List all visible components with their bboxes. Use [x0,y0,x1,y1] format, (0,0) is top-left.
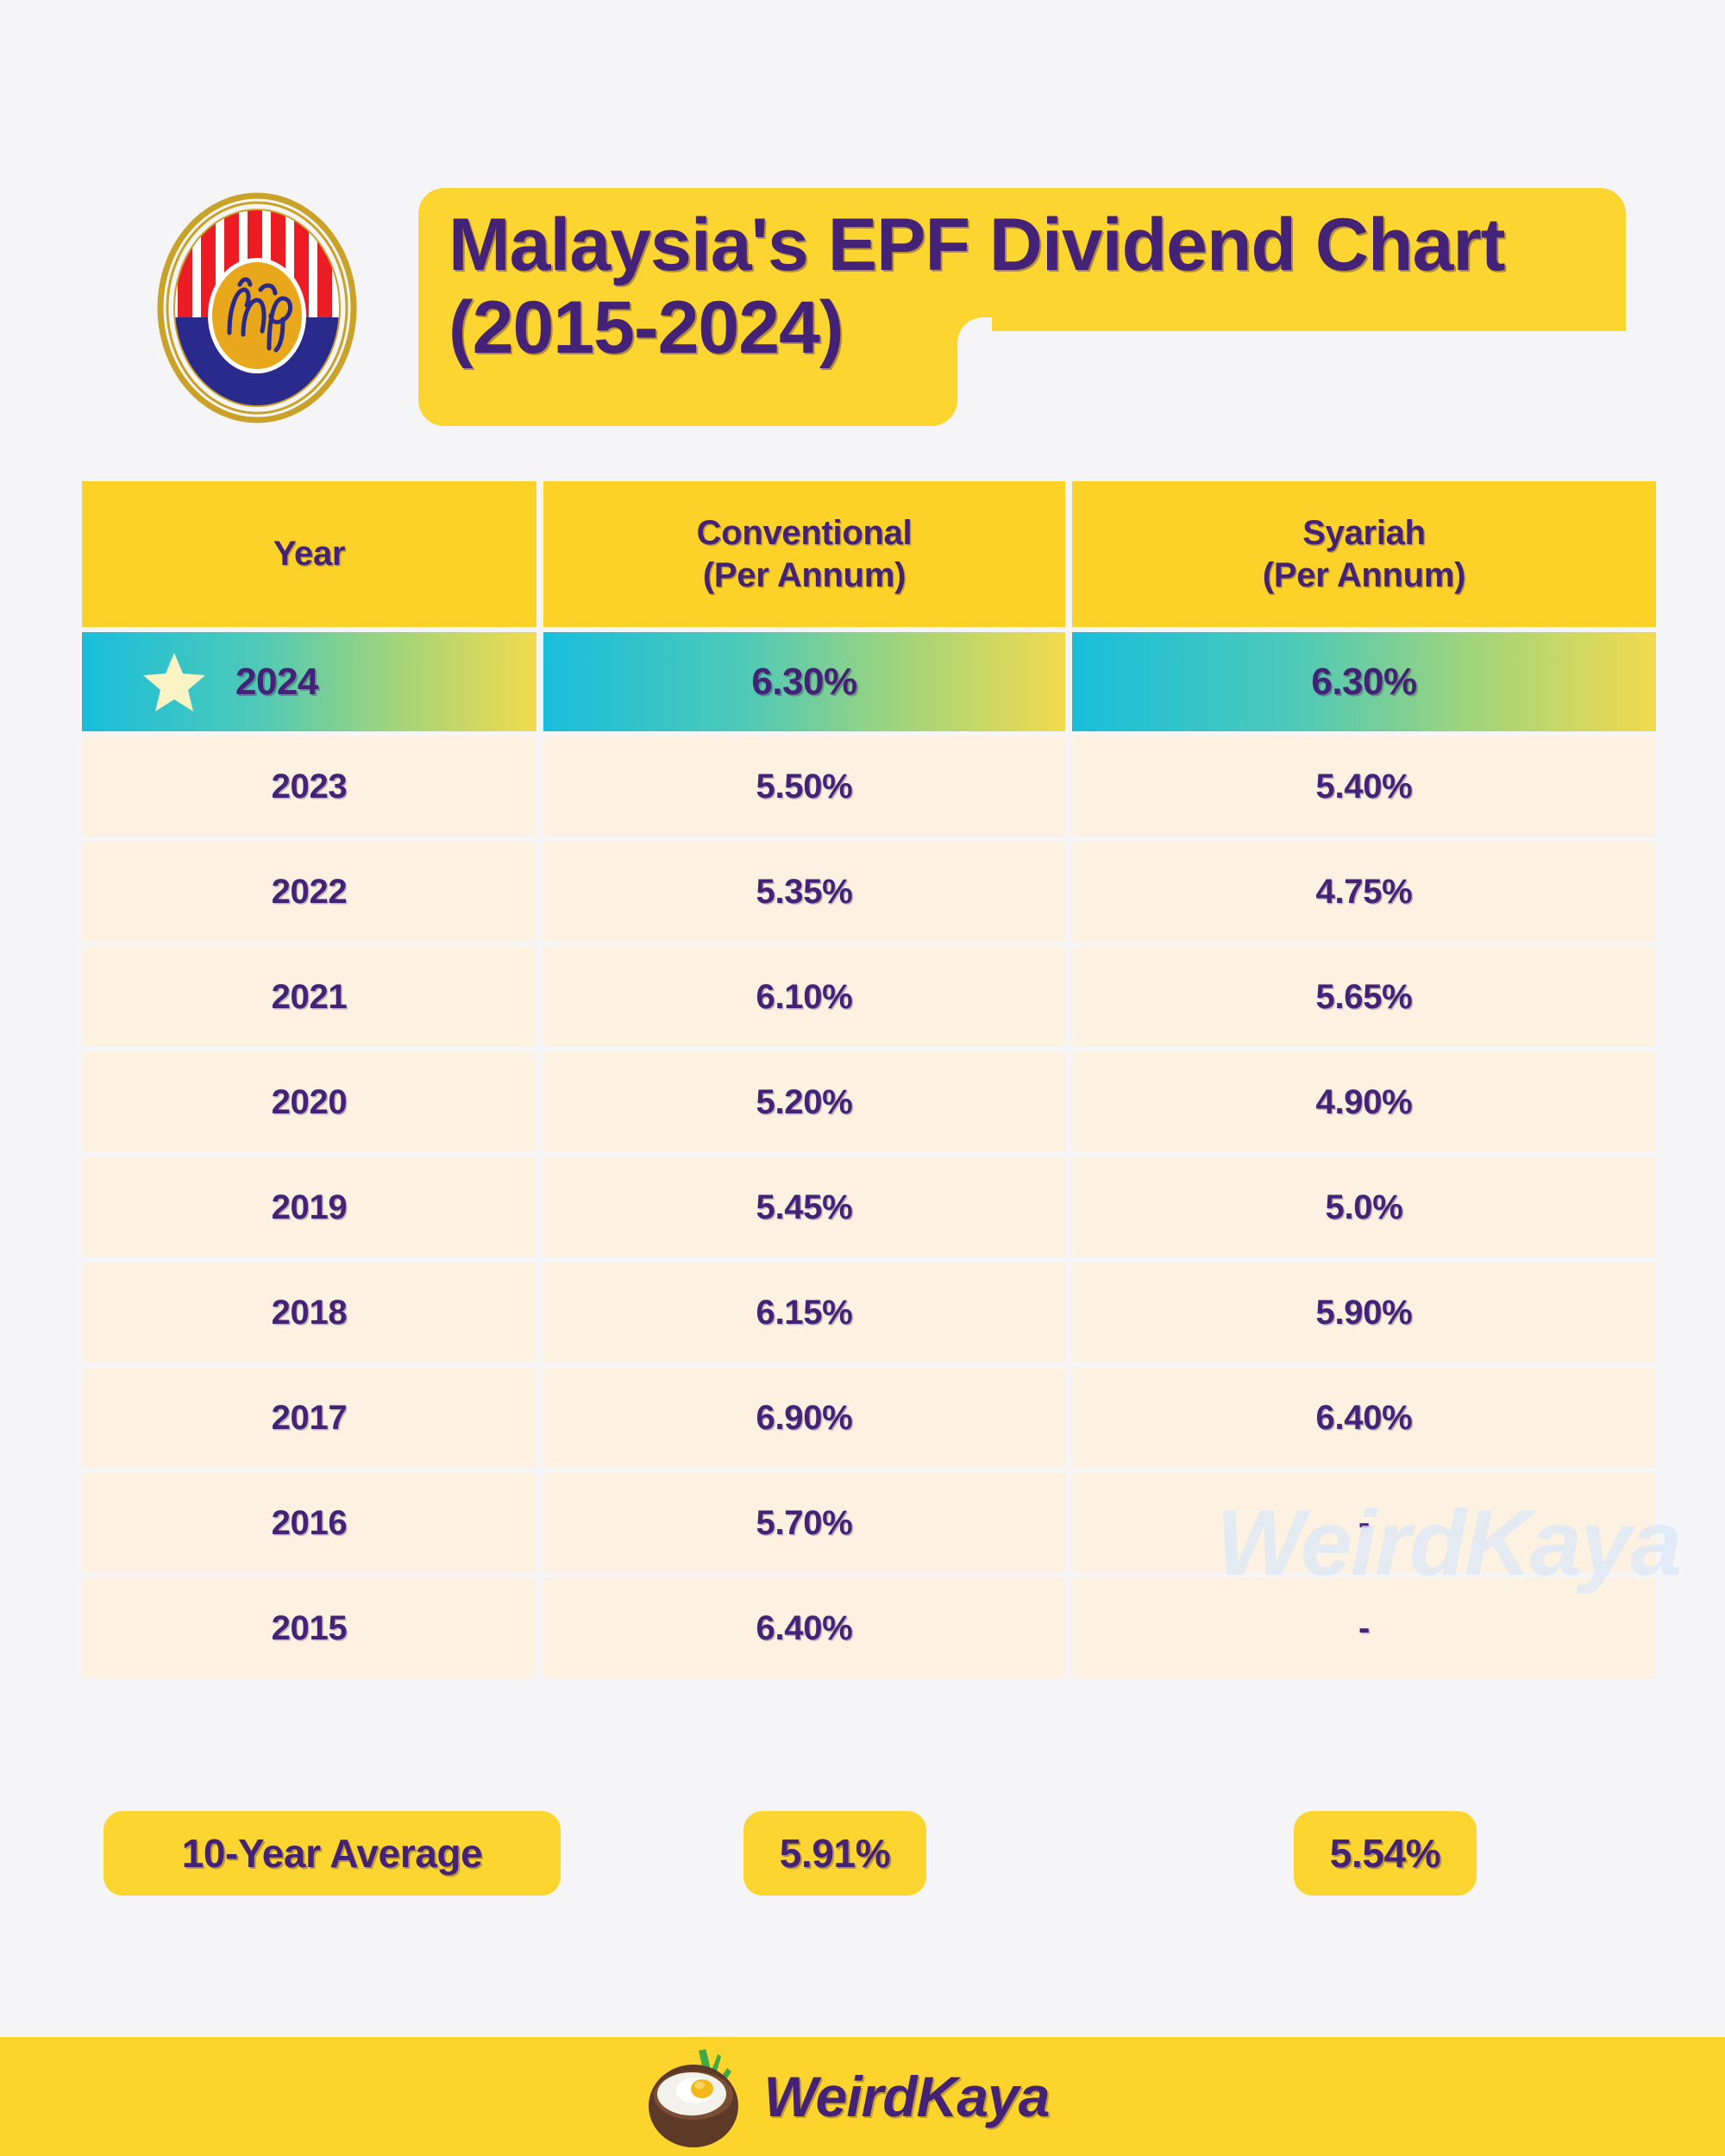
footer-brand-name: WeirdKaya [763,2065,1051,2128]
table-row: 2016 5.70% - [82,1473,1656,1573]
title-highlight-bottom [418,317,957,426]
cell-year: 2015 [82,1578,536,1678]
column-header-syariah: Syariah (Per Annum) [1072,481,1656,627]
cell-year-label: 2024 [235,660,318,703]
averages-row: 10-Year Average 5.91% 5.54% [0,1802,1725,1915]
table-row: 2018 6.15% 5.90% [82,1263,1656,1363]
cell-conventional: 5.35% [543,842,1065,942]
table-row: 2017 6.90% 6.40% [82,1368,1656,1468]
table-row-highlighted: 2024 6.30% 6.30% [82,632,1656,731]
cell-syariah: - [1072,1473,1656,1573]
cell-syariah: 5.0% [1072,1157,1656,1257]
cell-conventional: 5.50% [543,736,1065,837]
star-icon [142,651,206,713]
cell-syariah: 5.65% [1072,947,1656,1047]
cell-conventional: 6.40% [543,1578,1065,1678]
weirdkaya-coconut-logo [642,2042,752,2151]
cell-year: 2021 [82,947,536,1047]
column-header-year: Year [82,481,536,627]
title-highlight-notch [957,317,992,352]
cell-year: 2024 [82,632,536,731]
table-row: 2020 5.20% 4.90% [82,1052,1656,1152]
cell-year: 2019 [82,1157,536,1257]
cell-conventional: 6.30% [543,632,1065,731]
cell-syariah: 6.30% [1072,632,1656,731]
column-header-conventional: Conventional (Per Annum) [543,481,1065,627]
page-title: Malaysia's EPF Dividend Chart (2015-2024… [448,204,1506,370]
cell-year: 2023 [82,736,536,837]
cell-conventional: 5.45% [543,1157,1065,1257]
footer-bar: WeirdKaya [0,2037,1725,2156]
cell-conventional: 6.90% [543,1368,1065,1468]
cell-conventional: 6.10% [543,947,1065,1047]
average-conventional-badge: 5.91% [743,1811,926,1896]
average-syariah-badge: 5.54% [1294,1811,1477,1896]
epf-kwsp-logo [154,188,361,428]
title-highlight-top [418,188,1626,331]
table-row: 2021 6.10% 5.65% [82,947,1656,1047]
cell-conventional: 5.70% [543,1473,1065,1573]
footer-brand: WeirdKaya [642,2042,1050,2151]
cell-year: 2017 [82,1368,536,1468]
cell-conventional: 6.15% [543,1263,1065,1363]
header-area: Malaysia's EPF Dividend Chart (2015-2024… [0,0,1725,448]
table-header-row: Year Conventional (Per Annum) Syariah (P… [82,481,1656,627]
cell-conventional: 5.20% [543,1052,1065,1152]
cell-syariah: 5.40% [1072,736,1656,837]
epf-dividend-table: Year Conventional (Per Annum) Syariah (P… [82,481,1656,1683]
cell-year: 2020 [82,1052,536,1152]
cell-year: 2016 [82,1473,536,1573]
table-row: 2023 5.50% 5.40% [82,736,1656,837]
table-row: 2022 5.35% 4.75% [82,842,1656,942]
table-row: 2015 6.40% - [82,1578,1656,1678]
cell-year: 2018 [82,1263,536,1363]
cell-syariah: 4.75% [1072,842,1656,942]
cell-syariah: 5.90% [1072,1263,1656,1363]
cell-syariah: 4.90% [1072,1052,1656,1152]
table-row: 2019 5.45% 5.0% [82,1157,1656,1257]
cell-syariah: - [1072,1578,1656,1678]
cell-year: 2022 [82,842,536,942]
average-label-badge: 10-Year Average [104,1811,561,1896]
cell-syariah: 6.40% [1072,1368,1656,1468]
page-title-block: Malaysia's EPF Dividend Chart (2015-2024… [418,188,1626,426]
